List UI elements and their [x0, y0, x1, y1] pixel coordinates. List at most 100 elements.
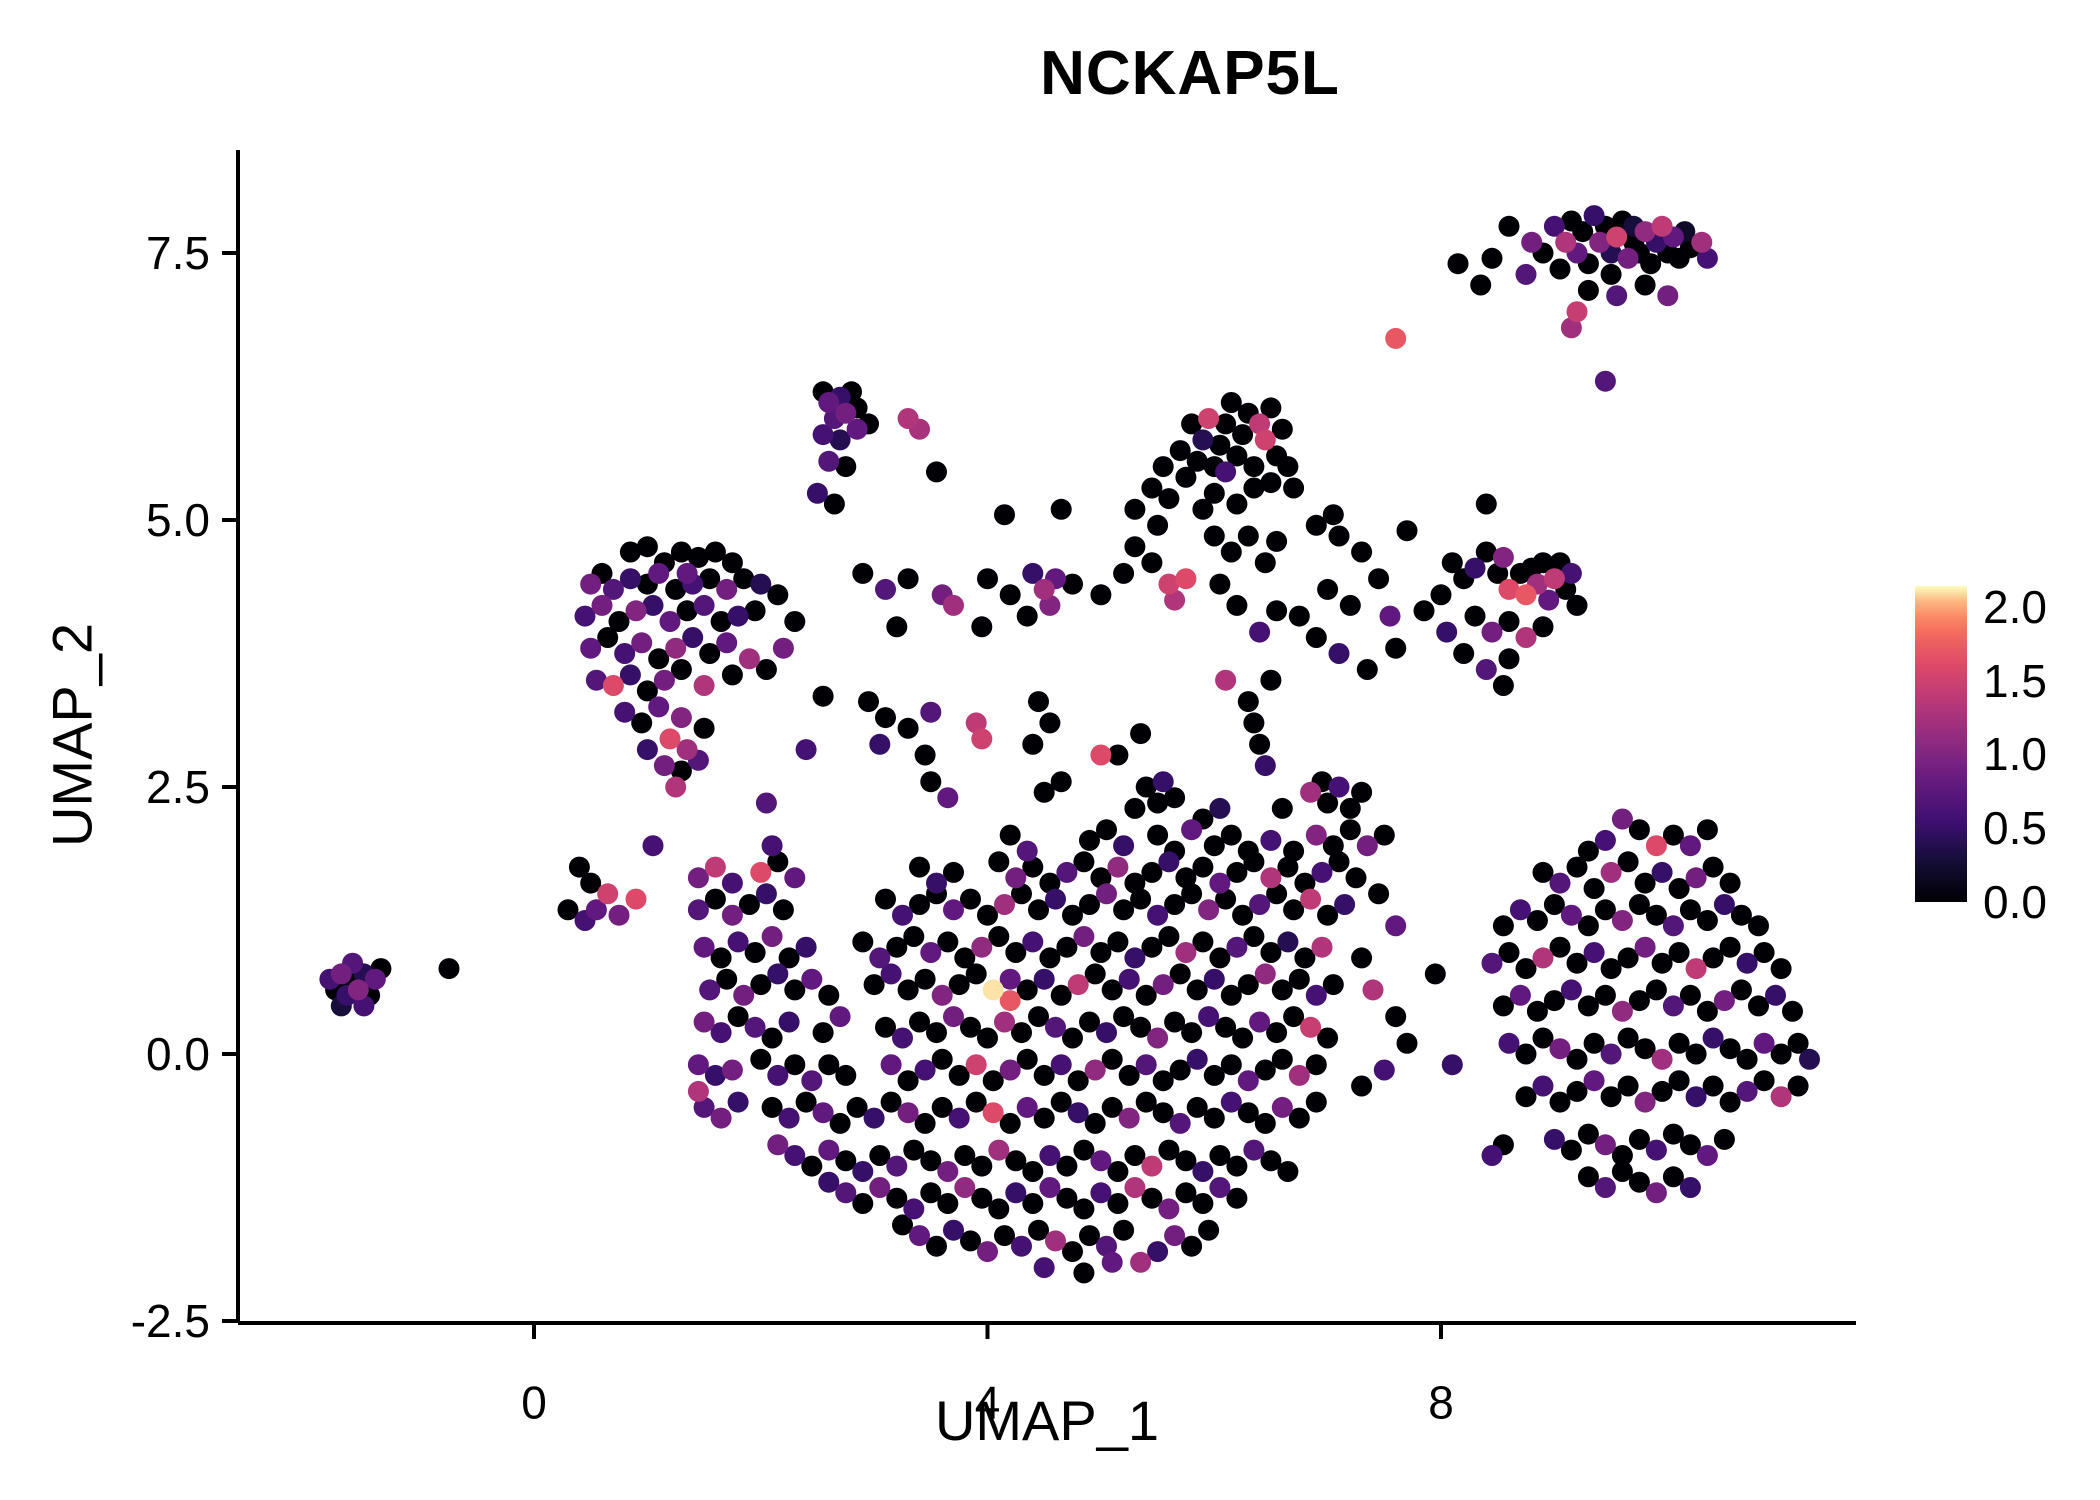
data-point: [931, 1048, 953, 1070]
data-point: [1475, 493, 1497, 515]
data-point: [1532, 616, 1554, 638]
data-point: [1118, 1107, 1140, 1129]
data-point: [999, 824, 1021, 846]
data-point: [1203, 482, 1225, 504]
data-point: [818, 1139, 840, 1161]
data-point: [1113, 1006, 1135, 1028]
data-point: [1645, 835, 1667, 857]
data-point: [1158, 851, 1180, 873]
data-point: [1124, 1145, 1146, 1166]
data-point: [1379, 605, 1401, 627]
data-point: [1220, 392, 1242, 413]
data-point: [608, 904, 630, 926]
data-point: [636, 536, 658, 558]
data-point: [1141, 477, 1163, 499]
data-point: [1022, 733, 1044, 755]
data-point: [1555, 231, 1577, 253]
data-point: [988, 1198, 1010, 1220]
data-point: [619, 664, 641, 686]
data-point: [1260, 942, 1282, 963]
data-point: [937, 1161, 959, 1182]
data-point: [1351, 1075, 1373, 1097]
data-point: [897, 979, 919, 1001]
data-point: [727, 1006, 749, 1028]
data-point: [1152, 1070, 1174, 1092]
data-point: [1254, 1059, 1276, 1081]
data-point: [909, 1011, 930, 1033]
data-point: [1158, 1139, 1180, 1161]
data-point: [1164, 894, 1186, 915]
data-point: [1560, 979, 1582, 1001]
data-point: [1096, 1022, 1117, 1044]
data-point: [1430, 584, 1452, 606]
data-point: [1220, 541, 1242, 563]
data-point: [1662, 1123, 1684, 1145]
data-point: [1158, 488, 1180, 510]
data-point: [1577, 995, 1599, 1017]
data-point: [591, 594, 613, 616]
data-point: [1079, 1011, 1100, 1033]
data-point: [1351, 541, 1373, 563]
data-point: [1634, 1091, 1656, 1113]
data-point: [1067, 1070, 1089, 1092]
data-point: [999, 584, 1021, 606]
data-point: [1611, 1161, 1633, 1182]
data-point: [1487, 562, 1509, 584]
data-point: [1300, 781, 1322, 803]
data-point: [1141, 936, 1163, 958]
data-point: [750, 1048, 772, 1070]
data-point: [1101, 1251, 1123, 1273]
data-point: [1073, 926, 1095, 947]
data-point: [931, 984, 953, 1006]
data-point: [1050, 771, 1072, 793]
data-point: [1385, 915, 1407, 937]
data-point: [948, 1107, 970, 1129]
y-tick-label: -2.5: [131, 1295, 210, 1347]
data-point: [1005, 942, 1027, 963]
data-point: [704, 1064, 726, 1086]
data-point: [1600, 861, 1622, 883]
data-point: [1770, 1043, 1792, 1065]
data-point: [1702, 1075, 1724, 1097]
data-point: [1572, 221, 1594, 243]
data-point: [1243, 456, 1265, 478]
data-point: [818, 1171, 840, 1193]
data-point: [880, 1091, 902, 1113]
data-point: [1526, 910, 1548, 931]
data-point: [580, 872, 602, 894]
data-point: [1385, 1006, 1407, 1028]
data-point: [1583, 205, 1605, 227]
data-point: [1668, 1032, 1690, 1054]
data-point: [1130, 1016, 1152, 1038]
data-point: [1141, 1187, 1163, 1209]
data-point: [806, 482, 828, 504]
data-point: [1011, 883, 1032, 905]
data-point: [1124, 536, 1146, 558]
data-point: [1368, 568, 1390, 590]
data-point: [1532, 1027, 1554, 1049]
data-point: [982, 1102, 1004, 1124]
data-point: [1079, 1225, 1100, 1247]
data-point: [1186, 1096, 1208, 1118]
data-point: [1101, 1096, 1123, 1118]
data-point: [1765, 984, 1786, 1006]
data-point: [812, 685, 834, 707]
data-point: [1509, 984, 1531, 1006]
data-point: [710, 947, 732, 969]
data-point: [676, 562, 698, 584]
data-point: [863, 974, 885, 996]
data-point: [886, 616, 908, 638]
data-point: [1311, 936, 1333, 958]
data-point: [858, 691, 879, 713]
data-point: [1679, 899, 1701, 921]
y-tick-label: 7.5: [146, 227, 210, 279]
data-point: [999, 1059, 1021, 1081]
data-point: [1050, 984, 1072, 1006]
data-point: [1532, 552, 1554, 574]
data-point: [1526, 1000, 1548, 1022]
data-point: [687, 899, 709, 921]
data-point: [1311, 861, 1333, 883]
data-point: [1062, 573, 1083, 595]
data-point: [1079, 894, 1100, 915]
data-point: [636, 739, 658, 761]
